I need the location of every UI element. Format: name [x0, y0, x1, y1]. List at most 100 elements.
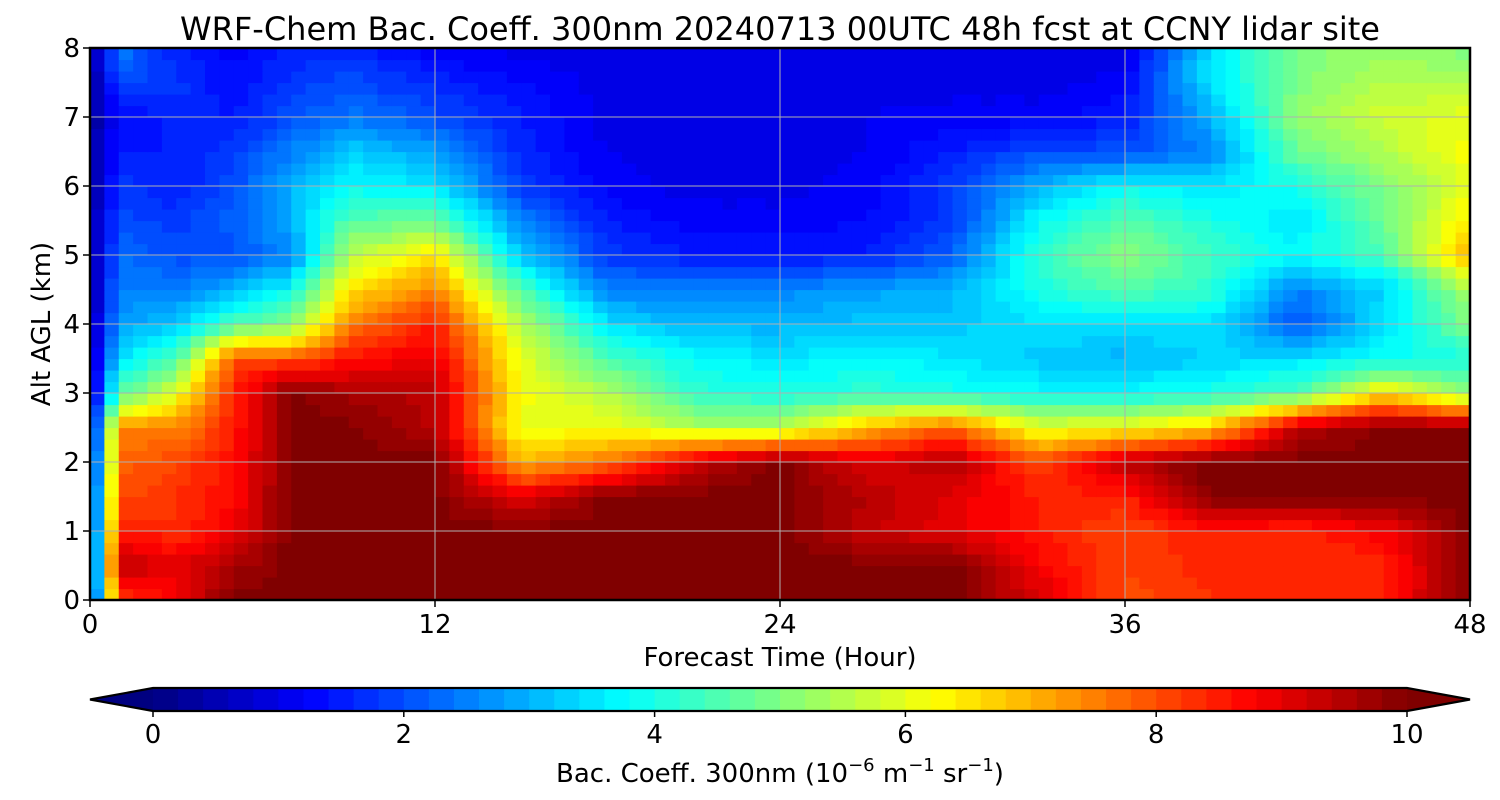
heatmap-cell	[492, 588, 508, 600]
heatmap-cell	[823, 312, 839, 325]
heatmap-cell	[995, 588, 1011, 600]
heatmap-cell	[449, 347, 465, 360]
heatmap-cell	[1010, 128, 1025, 141]
heatmap-cell	[320, 71, 335, 84]
heatmap-cell	[521, 71, 537, 84]
heatmap-cell	[1311, 186, 1327, 199]
heatmap-cell	[478, 82, 494, 95]
heatmap-cell	[161, 186, 177, 199]
heatmap-cell	[880, 59, 896, 72]
heatmap-cell	[176, 209, 192, 222]
heatmap-cell	[1053, 450, 1069, 463]
heatmap-cell	[1355, 531, 1370, 544]
heatmap-cell	[435, 128, 450, 141]
heatmap-cell	[1240, 404, 1255, 417]
heatmap-cell	[880, 508, 896, 521]
heatmap-cell	[506, 301, 522, 314]
heatmap-cell	[1096, 588, 1112, 600]
heatmap-cell	[1240, 186, 1255, 199]
heatmap-cell	[866, 450, 882, 463]
heatmap-cell	[636, 243, 652, 256]
heatmap-cell	[219, 462, 235, 475]
heatmap-cell	[751, 220, 767, 233]
heatmap-cell	[1283, 508, 1299, 521]
heatmap-cell	[1441, 393, 1457, 406]
heatmap-cell	[1455, 82, 1470, 95]
heatmap-cell	[90, 416, 105, 429]
heatmap-cell	[205, 94, 220, 107]
heatmap-cell	[406, 462, 422, 475]
heatmap-cell	[1398, 554, 1414, 567]
heatmap-cell	[305, 209, 321, 222]
heatmap-cell	[205, 335, 220, 348]
heatmap-cell	[650, 347, 666, 360]
heatmap-cell	[377, 358, 393, 371]
heatmap-cell	[1426, 82, 1442, 95]
heatmap-cell	[1369, 393, 1385, 406]
heatmap-cell	[1168, 370, 1184, 383]
heatmap-cell	[880, 416, 896, 429]
heatmap-cell	[1168, 542, 1184, 555]
heatmap-cell	[765, 151, 781, 164]
heatmap-cell	[305, 48, 321, 61]
heatmap-cell	[564, 588, 580, 600]
heatmap-cell	[492, 278, 508, 291]
heatmap-cell	[1268, 105, 1284, 118]
heatmap-cell	[1383, 404, 1399, 417]
heatmap-cell	[291, 220, 307, 233]
heatmap-cell	[1297, 565, 1313, 578]
heatmap-cell	[320, 48, 335, 61]
heatmap-cell	[837, 59, 853, 72]
heatmap-cell	[506, 209, 522, 222]
heatmap-cell	[90, 220, 105, 233]
heatmap-cell	[1455, 117, 1470, 130]
heatmap-cell	[1297, 186, 1313, 199]
heatmap-cell	[334, 278, 350, 291]
heatmap-cell	[593, 588, 609, 600]
heatmap-cell	[521, 289, 537, 302]
heatmap-cell	[449, 289, 465, 302]
heatmap-cell	[1455, 565, 1470, 578]
heatmap-cell	[665, 370, 680, 383]
heatmap-cell	[895, 485, 910, 498]
heatmap-cell	[665, 232, 680, 245]
heatmap-cell	[521, 554, 537, 567]
heatmap-cell	[1426, 186, 1442, 199]
heatmap-cell	[895, 542, 910, 555]
heatmap-cell	[981, 128, 997, 141]
heatmap-cell	[952, 289, 968, 302]
heatmap-cell	[1326, 186, 1342, 199]
heatmap-cell	[952, 255, 968, 268]
heatmap-cell	[320, 496, 335, 509]
heatmap-cell	[665, 496, 680, 509]
heatmap-cell	[276, 577, 292, 590]
heatmap-cell	[636, 278, 652, 291]
heatmap-cell	[1268, 485, 1284, 498]
heatmap-cell	[118, 358, 134, 371]
heatmap-cell	[952, 163, 968, 176]
heatmap-cell	[722, 565, 738, 578]
heatmap-cell	[492, 565, 508, 578]
heatmap-cell	[708, 278, 724, 291]
heatmap-cell	[1254, 105, 1270, 118]
heatmap-cell	[248, 209, 264, 222]
heatmap-cell	[1153, 266, 1169, 279]
heatmap-cell	[248, 508, 264, 521]
heatmap-cell	[1225, 439, 1241, 452]
heatmap-cell	[578, 59, 594, 72]
heatmap-cell	[636, 128, 652, 141]
heatmap-cell	[1110, 209, 1126, 222]
heatmap-cell	[406, 588, 422, 600]
heatmap-cell	[722, 243, 738, 256]
heatmap-cell	[262, 393, 278, 406]
colorbar-cell	[880, 688, 906, 711]
heatmap-cell	[1340, 220, 1356, 233]
heatmap-cell	[909, 197, 925, 210]
heatmap-cell	[1369, 59, 1385, 72]
heatmap-cell	[995, 508, 1011, 521]
heatmap-cell	[823, 186, 839, 199]
heatmap-cell	[1297, 301, 1313, 314]
heatmap-cell	[391, 393, 407, 406]
heatmap-cell	[262, 312, 278, 325]
heatmap-cell	[420, 577, 436, 590]
